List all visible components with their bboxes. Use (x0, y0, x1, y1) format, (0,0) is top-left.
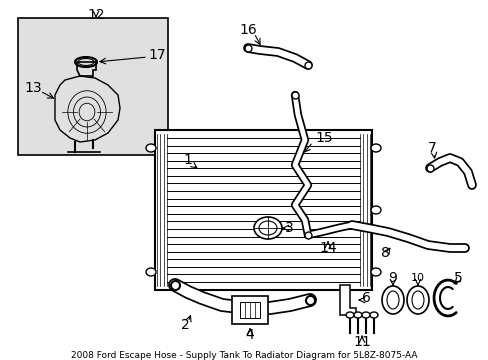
Text: 4: 4 (245, 328, 254, 342)
Ellipse shape (370, 144, 380, 152)
Text: 17: 17 (148, 48, 165, 62)
Text: 11: 11 (352, 335, 370, 349)
Text: 5: 5 (453, 271, 462, 285)
Text: 16: 16 (239, 23, 256, 37)
Ellipse shape (361, 312, 369, 318)
Ellipse shape (346, 312, 353, 318)
Ellipse shape (146, 268, 156, 276)
Text: 14: 14 (319, 241, 336, 255)
Text: 1: 1 (183, 153, 192, 167)
Text: 3: 3 (285, 221, 293, 235)
Text: 9: 9 (388, 271, 397, 285)
Bar (18, 18, 168, 155)
Text: 2008 Ford Escape Hose - Supply Tank To Radiator Diagram for 5L8Z-8075-AA: 2008 Ford Escape Hose - Supply Tank To R… (71, 351, 417, 360)
Ellipse shape (381, 286, 403, 314)
Text: 2: 2 (180, 318, 189, 332)
Ellipse shape (370, 268, 380, 276)
Ellipse shape (253, 217, 282, 239)
Text: 7: 7 (427, 141, 435, 155)
Ellipse shape (353, 312, 361, 318)
Bar (231, 296, 267, 324)
Text: 15: 15 (314, 131, 332, 145)
Polygon shape (339, 285, 355, 315)
Bar (240, 302, 260, 318)
Text: 6: 6 (361, 291, 370, 305)
Bar (155, 130, 371, 290)
Text: 8: 8 (380, 246, 388, 260)
Text: 10: 10 (410, 273, 424, 283)
Text: 13: 13 (24, 81, 41, 95)
Text: 12: 12 (87, 8, 104, 22)
Ellipse shape (370, 206, 380, 214)
Ellipse shape (146, 144, 156, 152)
Ellipse shape (369, 312, 377, 318)
Ellipse shape (406, 286, 428, 314)
